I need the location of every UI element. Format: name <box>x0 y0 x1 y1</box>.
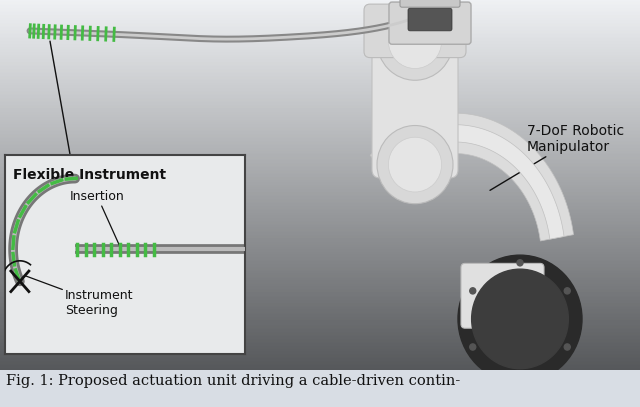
FancyBboxPatch shape <box>461 263 544 328</box>
Circle shape <box>564 344 570 350</box>
FancyBboxPatch shape <box>408 8 452 31</box>
Text: Flexible Instrument: Flexible Instrument <box>13 168 166 182</box>
Circle shape <box>388 137 442 192</box>
Circle shape <box>377 2 453 80</box>
Circle shape <box>564 288 570 294</box>
Circle shape <box>470 344 476 350</box>
Circle shape <box>377 125 453 204</box>
Circle shape <box>517 260 523 266</box>
Circle shape <box>470 288 476 294</box>
FancyBboxPatch shape <box>400 0 460 7</box>
Circle shape <box>517 372 523 378</box>
Circle shape <box>458 255 582 383</box>
Circle shape <box>472 269 568 369</box>
Text: Instrument
Steering: Instrument Steering <box>25 276 134 317</box>
Text: 7-DoF Robotic
Manipulator: 7-DoF Robotic Manipulator <box>490 124 624 190</box>
FancyBboxPatch shape <box>364 4 466 58</box>
Text: Insertion: Insertion <box>70 190 125 247</box>
Polygon shape <box>377 125 564 239</box>
Circle shape <box>388 14 442 68</box>
Text: Actuation Units: Actuation Units <box>0 406 1 407</box>
Polygon shape <box>370 113 573 241</box>
FancyBboxPatch shape <box>389 2 471 44</box>
Text: Fig. 1: Proposed actuation unit driving a cable-driven contin-: Fig. 1: Proposed actuation unit driving … <box>6 374 461 387</box>
FancyBboxPatch shape <box>372 33 458 178</box>
